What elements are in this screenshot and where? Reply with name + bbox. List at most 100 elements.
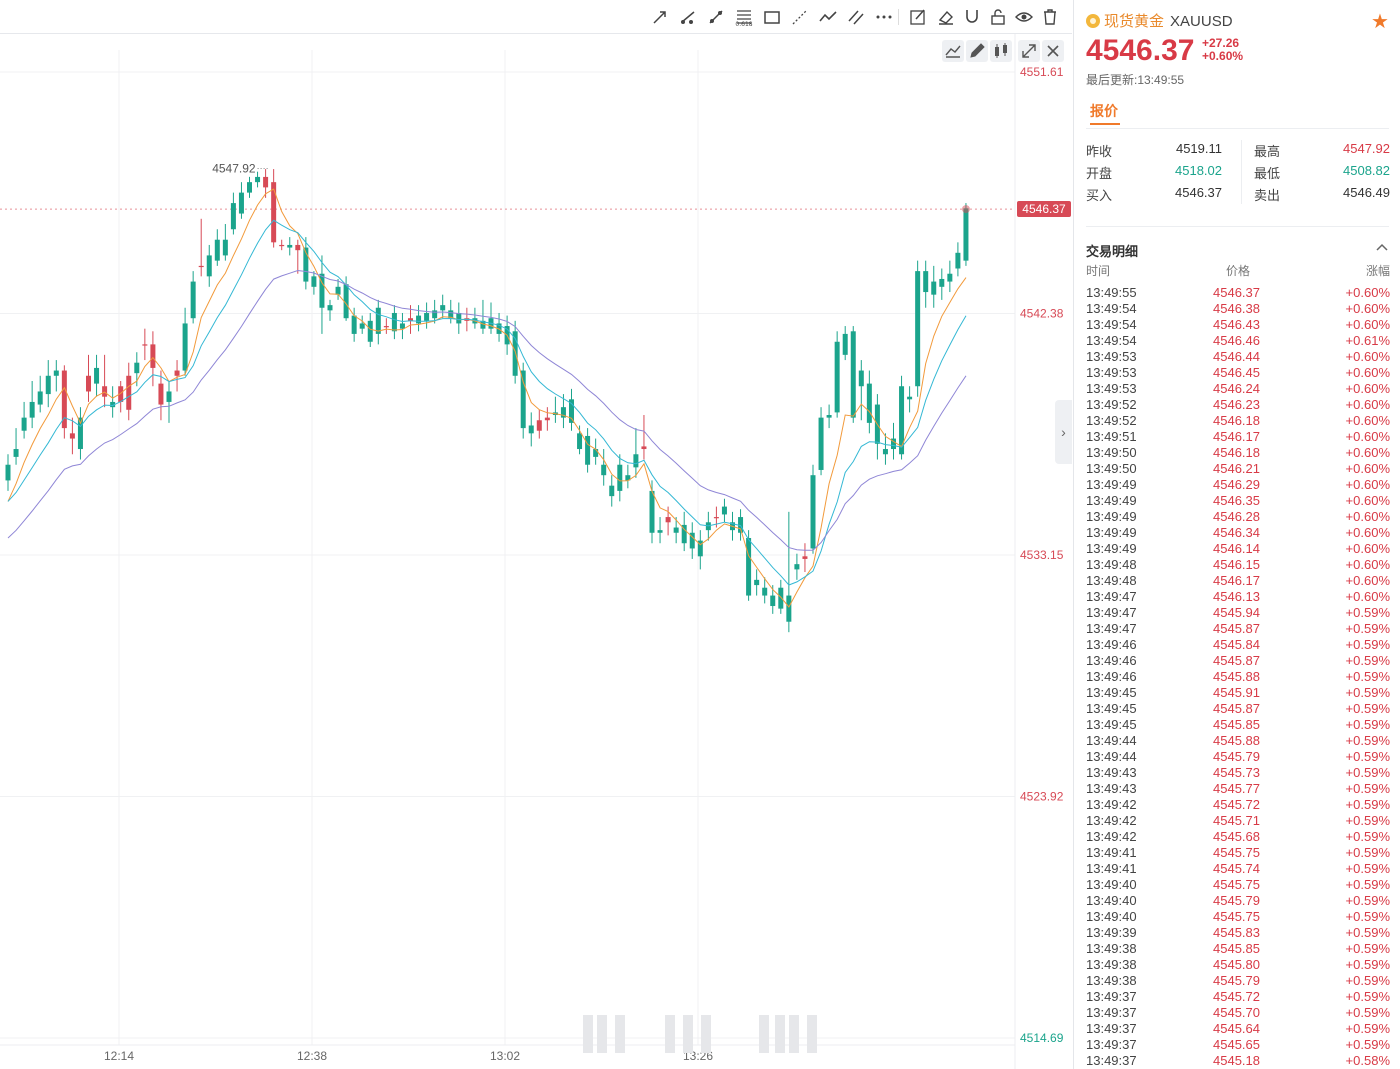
candle-body (214, 239, 220, 261)
lock-icon[interactable] (988, 7, 1008, 27)
eraser-icon[interactable] (936, 7, 956, 27)
trade-time: 13:49:55 (1086, 285, 1137, 300)
favorite-star-icon[interactable]: ★ (1371, 11, 1389, 33)
trade-change: +0.60% (1345, 461, 1390, 476)
y-tick-label: 4523.92 (1020, 790, 1064, 804)
fullscreen-icon[interactable] (1018, 40, 1040, 62)
trade-price: 4546.37 (1213, 285, 1260, 300)
time-scroll-strip[interactable] (575, 1015, 820, 1053)
more-tools-icon[interactable] (874, 7, 894, 27)
trade-time: 13:49:39 (1086, 925, 1137, 940)
scroll-bar-segment (597, 1015, 607, 1053)
trade-row: 13:49:50 4546.18 +0.60% (1086, 445, 1390, 461)
candle (118, 381, 124, 413)
candle (391, 305, 397, 340)
trade-price: 4545.75 (1213, 845, 1260, 860)
trade-time: 13:49:44 (1086, 749, 1137, 764)
trade-price: 4546.29 (1213, 477, 1260, 492)
stat-label: 昨收 (1086, 144, 1113, 159)
parallel-channel-tool-icon[interactable] (846, 7, 866, 27)
trade-row: 13:49:38 4545.79 +0.59% (1086, 973, 1390, 989)
trade-time: 13:49:43 (1086, 781, 1137, 796)
stat-label: 开盘 (1086, 166, 1113, 181)
trade-detail-title: 交易明细 (1086, 244, 1139, 259)
candle (915, 260, 921, 397)
segment-tool-icon[interactable] (706, 7, 726, 27)
fibonacci-tool-icon[interactable]: 0.618 (734, 7, 754, 28)
trade-row: 13:49:54 4546.46 +0.61% (1086, 333, 1390, 349)
candle-body (126, 375, 132, 410)
trade-row: 13:49:44 4545.88 +0.59% (1086, 733, 1390, 749)
trade-row: 13:49:43 4545.77 +0.59% (1086, 781, 1390, 797)
ray-tool-icon[interactable] (678, 7, 698, 27)
trade-row: 13:49:40 4545.75 +0.59% (1086, 877, 1390, 893)
candle-body (142, 344, 148, 346)
trade-change: +0.59% (1345, 701, 1390, 716)
rectangle-tool-icon[interactable] (762, 7, 782, 27)
extended-line-tool-icon[interactable] (790, 7, 810, 27)
candle-body (923, 271, 929, 293)
trade-change: +0.60% (1345, 429, 1390, 444)
candle-body (826, 415, 832, 418)
trade-time: 13:49:43 (1086, 765, 1137, 780)
trade-price: 4545.88 (1213, 733, 1260, 748)
trade-price: 4546.44 (1213, 349, 1260, 364)
candle-body (13, 449, 19, 457)
trade-time: 13:49:38 (1086, 941, 1137, 956)
trade-change: +0.60% (1345, 541, 1390, 556)
trade-list[interactable]: 13:49:55 4546.37 +0.60% 13:49:54 4546.38 +0.6… (1086, 285, 1390, 1069)
candle (21, 401, 27, 439)
close-icon[interactable] (1042, 40, 1064, 62)
candle-body (601, 464, 607, 476)
trade-time: 13:49:45 (1086, 685, 1137, 700)
candle (681, 511, 687, 552)
candle-body (158, 383, 164, 405)
trade-change: +0.60% (1345, 365, 1390, 380)
candle-body (174, 370, 180, 376)
chart-area[interactable]: 4551.61 4542.38 4533.15 4523.92 4514.69 12:14… (0, 0, 1072, 1069)
tab-quote[interactable]: 报价 (1090, 103, 1118, 119)
candle-style-icon[interactable] (990, 40, 1012, 62)
candle-body (818, 417, 824, 470)
edit-icon[interactable] (908, 7, 928, 27)
indicator-toggle-icon[interactable] (942, 40, 964, 62)
trade-time: 13:49:54 (1086, 301, 1137, 316)
candle (367, 312, 373, 347)
candle-body (512, 331, 518, 376)
trade-price: 4546.15 (1213, 557, 1260, 572)
trade-change: +0.59% (1345, 749, 1390, 764)
candle-body (810, 475, 816, 549)
last-updated: 最后更新:13:49:55 (1086, 73, 1185, 87)
trade-row: 13:49:44 4545.79 +0.59% (1086, 749, 1390, 765)
candle (625, 464, 631, 489)
pen-icon[interactable] (966, 40, 988, 62)
trade-change: +0.59% (1345, 765, 1390, 780)
ma-mid-line (7, 219, 967, 586)
collapse-chevron-up-icon[interactable] (1374, 240, 1390, 256)
trade-change: +0.60% (1345, 477, 1390, 492)
candle (142, 328, 148, 361)
polyline-tool-icon[interactable] (818, 7, 838, 27)
header-change: 涨幅 (1365, 264, 1390, 278)
trade-time: 13:49:52 (1086, 413, 1137, 428)
trade-time: 13:49:47 (1086, 605, 1137, 620)
candle-body (190, 281, 196, 319)
candle-body (182, 323, 188, 371)
quote-panel: 现货黄金 XAUUSD ★ 4546.37 +27.26 +0.60% 最后更新:… (1073, 0, 1400, 1069)
trade-price: 4545.87 (1213, 701, 1260, 716)
trash-icon[interactable] (1040, 7, 1060, 27)
trade-price: 4545.72 (1213, 797, 1260, 812)
price-chart[interactable]: 4551.61 4542.38 4533.15 4523.92 4514.69 12:14… (0, 0, 1072, 1069)
arrow-line-tool-icon[interactable] (650, 7, 670, 27)
candle (13, 428, 19, 465)
expand-panel-handle[interactable]: › (1055, 400, 1072, 464)
eye-icon[interactable] (1014, 7, 1034, 27)
trade-change: +0.59% (1345, 685, 1390, 700)
trade-time: 13:49:54 (1086, 333, 1137, 348)
candle-body (29, 401, 35, 418)
candle (45, 360, 51, 408)
chevron-right-icon: › (1061, 424, 1066, 440)
trade-row: 13:49:37 4545.70 +0.59% (1086, 1005, 1390, 1021)
candle-body (375, 307, 381, 334)
magnet-icon[interactable] (962, 7, 982, 27)
